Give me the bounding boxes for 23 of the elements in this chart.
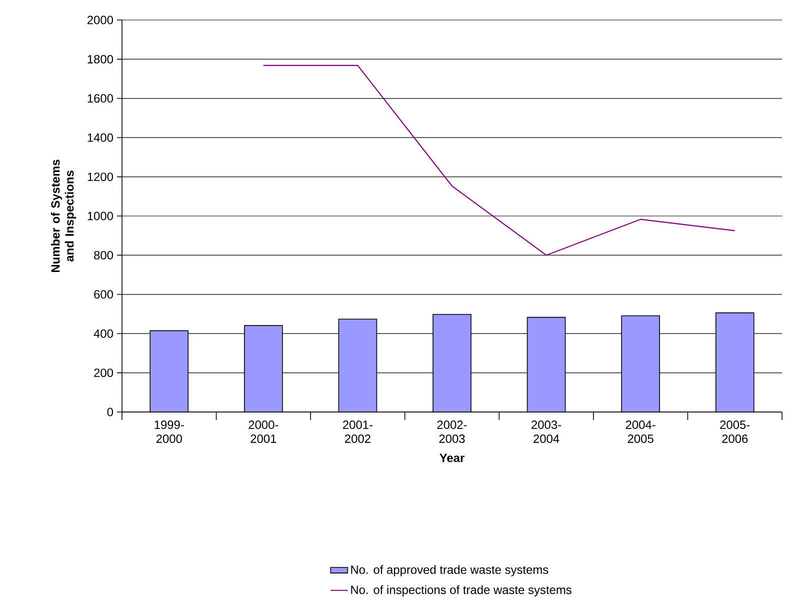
x-tick-label: 2004-2005: [626, 420, 656, 443]
y-tick-label: 1800: [88, 54, 114, 64]
y-tick-label: 400: [94, 329, 114, 338]
y-tick-label: 0: [107, 408, 114, 416]
x-tick-label: 2001-2002: [343, 420, 372, 443]
y-tick-label: 800: [94, 250, 114, 260]
legend-label: No. of approved trade waste systems: [351, 565, 548, 576]
x-tick-label: 2003-2004: [532, 420, 562, 443]
y-tick-label: 200: [94, 368, 114, 378]
x-tick-label: 2000-2001: [248, 420, 278, 443]
x-tick-label: 1999-2000: [154, 420, 184, 443]
y-axis-title: Number of Systems and Inspections: [50, 160, 76, 272]
y-tick-label: 1200: [88, 172, 114, 182]
line-series: [262, 64, 736, 256]
x-tick-label: 2002-2003: [437, 420, 467, 443]
y-tick-label: 1400: [88, 133, 114, 142]
y-tick-label: 2000: [87, 16, 114, 24]
y-tick-label: 600: [94, 290, 114, 299]
x-tick-label: 2005-2006: [720, 420, 750, 443]
x-axis-title: Year: [440, 454, 464, 462]
y-tick-label: 1000: [88, 212, 114, 220]
legend-label: No. of inspections of trade waste systems: [351, 585, 572, 596]
y-tick-label: 1600: [88, 94, 114, 103]
